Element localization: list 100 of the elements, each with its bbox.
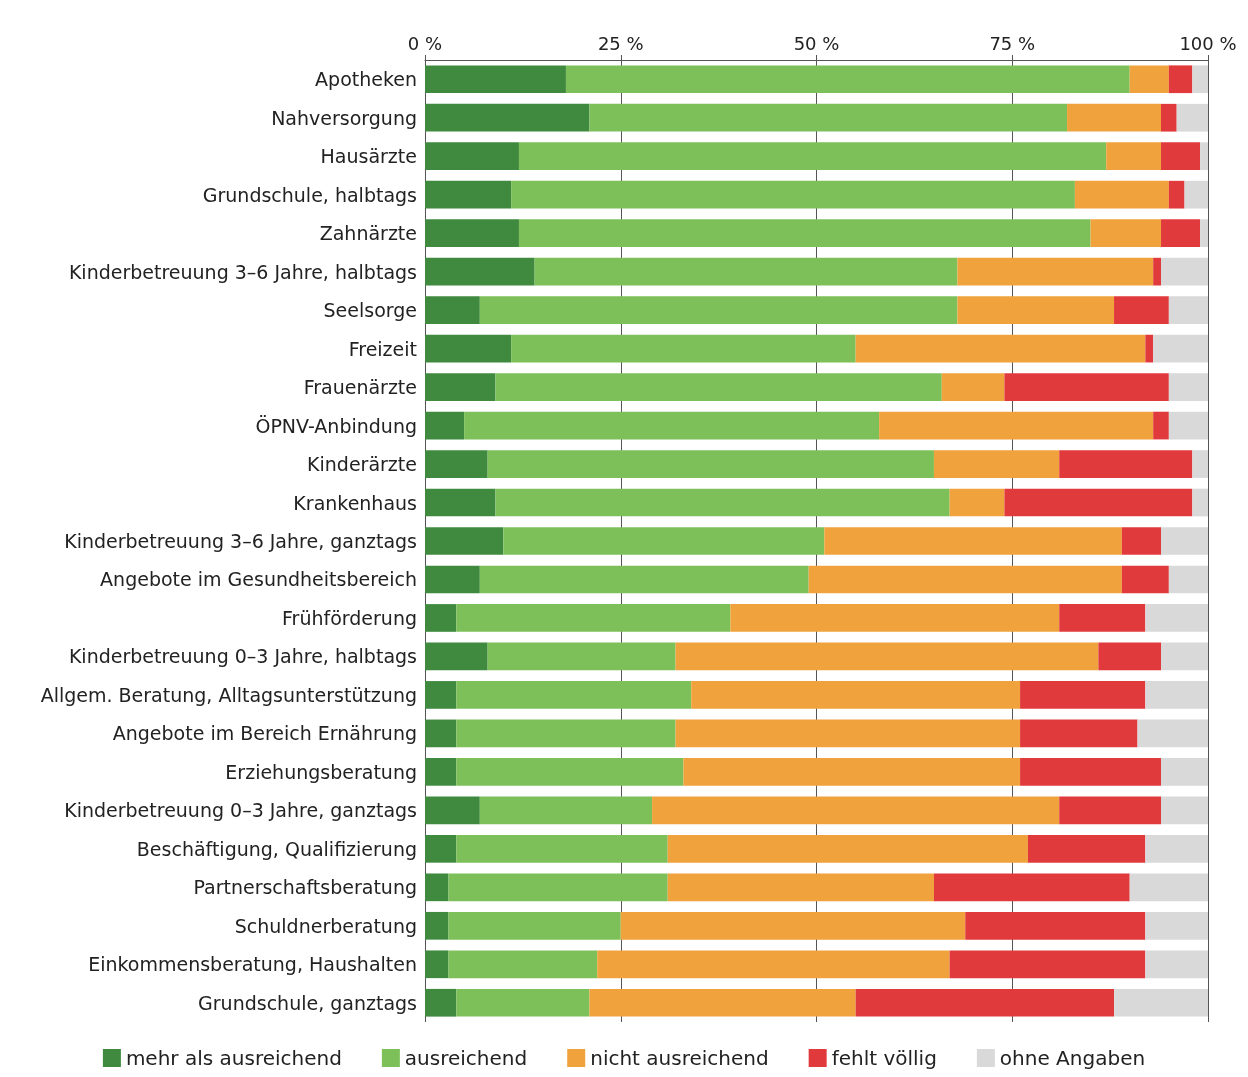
bar [949,488,1005,517]
y-tick-label: Zahnärzte [319,222,417,245]
bar [620,911,966,940]
bar [1161,527,1208,555]
bar [1106,142,1162,171]
bar [425,219,519,248]
x-tick-label: 100 % [1179,32,1237,54]
bar [1161,758,1208,786]
bar [1168,65,1193,94]
bar [1176,103,1208,132]
bar [425,604,457,632]
bar [1114,296,1169,324]
y-tick-label: Kinderärzte [307,453,417,476]
bar [1168,373,1208,401]
bar [1137,719,1208,748]
bar [675,719,1021,748]
bar [425,873,449,902]
y-tick-label: Partnerschaftsberatung [193,876,417,899]
x-tick-label: 25 % [597,32,644,54]
bar [855,334,1146,363]
bar [1145,950,1208,979]
bar [879,411,1154,440]
bar [425,527,504,555]
legend-label: mehr als ausreichend [125,1046,342,1070]
bar [1200,142,1208,171]
bar [1184,180,1208,209]
bar [425,450,488,478]
bar [448,911,621,940]
bar [1059,796,1162,825]
bar [667,873,934,902]
bar [1192,65,1208,94]
bar [1067,103,1162,132]
y-tick-label: Grundschule, ganztags [198,991,417,1014]
bar [425,642,488,671]
x-tick-label: 0 % [407,32,443,54]
bar [425,950,449,979]
y-tick-label: Hausärzte [320,145,417,168]
legend-label: ohne Angaben [999,1046,1146,1070]
bar [425,180,512,209]
bar [933,450,1060,478]
bar [957,257,1154,286]
bar [808,565,1122,594]
bar [1020,719,1138,748]
y-tick-label: Einkommensberatung, Haushalten [88,953,417,976]
legend-label: ausreichend [404,1046,528,1070]
bar [941,373,1005,401]
y-tick-label: Kinderbetreuung 3–6 Jahre, ganztags [64,530,417,552]
bar [1161,257,1208,286]
bar [1153,257,1162,286]
bar [1090,219,1162,248]
bar [487,450,934,478]
bar [425,719,457,748]
bar [1168,180,1185,209]
bar [652,796,1060,825]
bar [683,758,1021,786]
bar [1121,565,1169,594]
bar [675,642,1099,671]
y-tick-label: Kinderbetreuung 3–6 Jahre, halbtags [68,260,417,283]
y-tick-label: Nahversorgung [271,106,417,129]
bar [425,257,535,286]
bar [425,142,519,171]
bar [495,373,942,401]
bar [691,681,1021,709]
x-tick-label: 75 % [989,32,1036,54]
y-tick-label: Kinderbetreuung 0–3 Jahre, ganztags [64,799,417,822]
bar [1161,103,1177,132]
bar [824,527,1122,555]
y-tick-label: Frauenärzte [303,376,417,399]
bar [425,65,566,94]
bar [487,642,676,671]
bar [518,142,1107,171]
bar [425,296,480,324]
y-tick-label: Erziehungsberatung [225,760,417,783]
bar [667,834,1028,863]
bar [456,604,731,632]
y-tick-label: Angebote im Gesundheitsbereich [100,568,417,591]
bar [1153,334,1208,363]
bar [589,988,856,1017]
bar [1020,681,1146,709]
bar [1129,65,1169,94]
x-tick-label: 50 % [793,32,840,54]
bar [425,565,480,594]
bar [448,873,668,902]
bar [1161,642,1208,671]
bar [1161,796,1208,825]
bar [1114,988,1208,1017]
bar [425,373,496,401]
bar [425,796,480,825]
bar [1168,565,1208,594]
legend-label: nicht ausreichend [590,1046,769,1070]
y-tick-label: Freizeit [348,337,417,360]
y-tick-label: Schuldnerberatung [234,914,417,937]
bar [1192,488,1208,517]
bar [1145,604,1208,632]
bar [425,488,496,517]
bar [565,65,1130,94]
bar [425,988,457,1017]
y-tick-label: Allgem. Beratung, Alltagsunterstützung [40,683,417,706]
bar [425,103,590,132]
legend-label: fehlt völlig [831,1046,937,1070]
